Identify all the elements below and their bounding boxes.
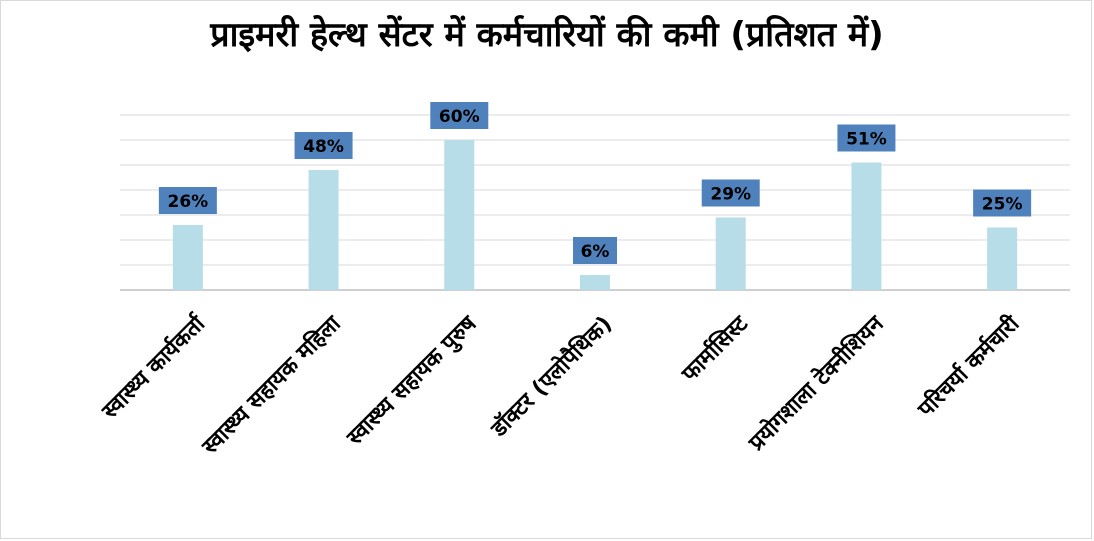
data-label: 60% — [439, 107, 480, 127]
bar — [580, 275, 610, 290]
category-label: फार्मासिस्ट — [675, 310, 753, 388]
bars — [172, 140, 1018, 290]
category-label: प्रयोगशाला टेक्नीशियन — [742, 310, 889, 457]
data-label: 25% — [982, 195, 1023, 215]
data-label-box — [973, 189, 1032, 217]
category-labels: स्वास्थ्य कार्यकर्तास्वास्थ्य सहायक महिल… — [96, 309, 1026, 460]
data-label-box — [701, 179, 760, 207]
bar — [987, 227, 1018, 290]
category-label: डॉक्टर (एलोपैथिक) — [485, 310, 617, 442]
bar — [308, 170, 339, 290]
data-label-box — [573, 237, 617, 264]
data-labels: 26% 48% 60% 6% 29% 51% 25% — [158, 102, 1032, 264]
data-label-box — [294, 132, 353, 159]
category-label: स्वास्थ्य सहायक महिला — [196, 309, 347, 460]
chart-title: प्राइमरी हेल्थ सेंटर में कर्मचारियों की … — [210, 15, 884, 55]
bar — [444, 140, 475, 290]
category-label: स्वास्थ्य कार्यकर्ता — [96, 309, 211, 424]
data-label-box — [158, 187, 217, 214]
data-label: 29% — [710, 185, 751, 205]
data-label-box — [837, 124, 896, 152]
bar — [715, 217, 746, 290]
data-label: 6% — [581, 242, 610, 262]
data-label: 48% — [303, 137, 344, 157]
bar — [172, 225, 203, 290]
data-label: 26% — [168, 192, 209, 212]
data-label-box — [430, 102, 489, 129]
bar — [851, 162, 882, 290]
category-label: परिचर्या कर्मचारी — [911, 309, 1025, 423]
data-label: 51% — [846, 130, 887, 150]
category-label: स्वास्थ्य सहायक पुरुष — [342, 311, 483, 452]
